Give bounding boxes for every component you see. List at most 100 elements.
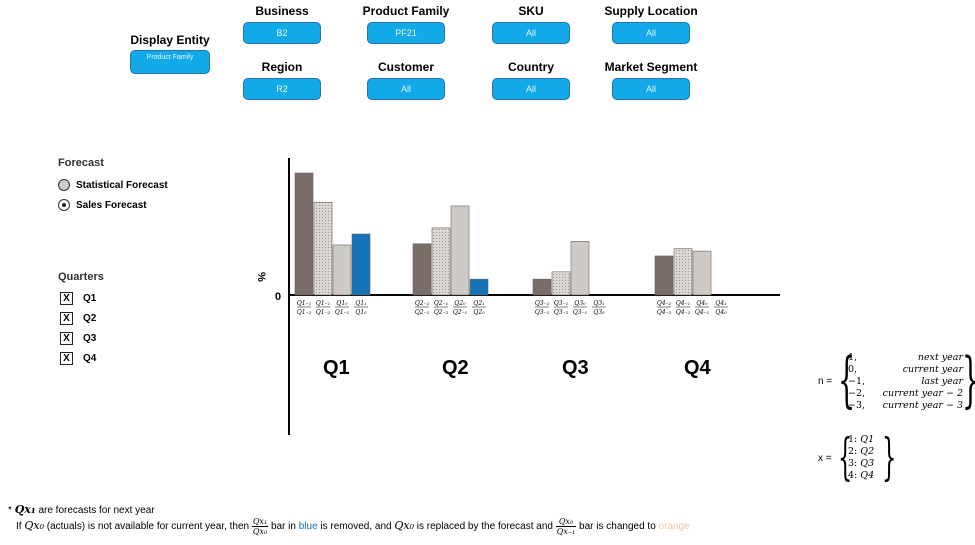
x-legend-prefix: x =	[818, 453, 832, 464]
bar-q2-3	[469, 278, 489, 296]
tick-label-numerator: Q2₋₁	[434, 300, 448, 307]
bar-q3-0	[532, 278, 552, 296]
bar-q1-3	[351, 233, 371, 296]
bar-q4-1	[673, 248, 693, 296]
tick-label-denominator: Q3₋₂	[554, 309, 569, 316]
orange-word: orange	[658, 521, 690, 533]
footnote-line-2: If Qx₀ (actuals) is not available for cu…	[16, 517, 690, 536]
tick-label-numerator: Q2₋₂	[415, 300, 430, 307]
check-x-icon: X	[60, 292, 73, 305]
tick-label-numerator: Q4₋₁	[676, 300, 690, 307]
checkbox-q3[interactable]: X Q3	[60, 332, 96, 345]
radio-statistical-forecast[interactable]: Statistical Forecast	[58, 179, 168, 191]
display-entity-button[interactable]: Product Family	[130, 50, 210, 74]
filter-label-product-family: Product Family	[362, 4, 450, 18]
bar-q3-1	[551, 271, 571, 296]
tick-label-denominator: Q1₀	[355, 309, 367, 316]
quarter-group-label-q4: Q4	[684, 357, 711, 379]
n-legend: n = { } 1,next year 0,current year −1,la…	[818, 345, 975, 415]
blue-word: blue	[298, 521, 318, 533]
tick-label-numerator: Q4₋₂	[657, 300, 672, 307]
checkbox-q4-label: Q4	[83, 353, 97, 364]
check-x-icon: X	[60, 352, 73, 365]
n-legend-row: −2, current year − 2	[848, 388, 963, 399]
filter-label-supply-location: Supply Location	[604, 4, 698, 18]
filter-sku-button[interactable]: All	[492, 22, 570, 44]
bar-q2-0	[412, 243, 432, 296]
n-legend-row: −1, last year	[848, 376, 963, 387]
fraction-qx0-qx-1: Qx₀ Qx₋₁	[555, 517, 577, 536]
x-legend-brace-icon: {	[838, 428, 853, 486]
filter-label-country: Country	[508, 60, 554, 74]
x-legend-row: 4: Q4	[848, 470, 875, 481]
check-x-icon: X	[60, 312, 73, 325]
filter-customer-button[interactable]: All	[367, 78, 445, 100]
checkbox-q2-label: Q2	[83, 313, 97, 324]
y-zero-label: 0	[275, 291, 281, 303]
tick-label-denominator: Q3₋₁	[573, 309, 587, 316]
filter-label-business: Business	[255, 4, 309, 18]
tick-label-numerator: Q4₁	[715, 300, 726, 307]
tick-label-numerator: Q3₋₁	[554, 300, 568, 307]
tick-label-denominator: Q4₋₃	[657, 309, 672, 316]
filter-supply-location-button[interactable]: All	[612, 22, 690, 44]
fraction-qx1-qx0: Qx₁ Qx₀	[251, 517, 269, 536]
checkbox-q4[interactable]: X Q4	[60, 352, 96, 365]
footnote-line-1: * Qx₁ are forecasts for next year	[8, 503, 155, 516]
tick-label-numerator: Q1₋₁	[316, 300, 330, 307]
display-entity-label: Display Entity	[130, 33, 210, 47]
checkbox-q3-label: Q3	[83, 333, 97, 344]
tick-label-denominator: Q1₋₂	[316, 309, 331, 316]
tick-label-numerator: Q1₀	[336, 300, 348, 307]
n-legend-row: 0, current year	[848, 364, 963, 375]
filter-market-segment-button[interactable]: All	[612, 78, 690, 100]
check-x-icon: X	[60, 332, 73, 345]
filter-label-region: Region	[261, 60, 303, 74]
quarter-group-label-q3: Q3	[562, 357, 589, 379]
filter-product-family-button[interactable]: PF21	[367, 22, 445, 44]
quarter-group-label-q1: Q1	[323, 357, 350, 379]
x-legend: x = { } 1: Q1 2: Q2 3: Q3 4: Q4	[818, 428, 898, 486]
n-legend-row: −3, current year − 3	[848, 400, 963, 411]
n-legend-brace-close-icon: }	[962, 345, 975, 415]
quarter-group-label-q2: Q2	[442, 357, 469, 379]
n-legend-brace-icon: {	[838, 345, 856, 415]
tick-label-denominator: Q2₋₃	[415, 309, 430, 316]
checkbox-q1[interactable]: X Q1	[60, 292, 96, 305]
radio-circle-icon	[58, 179, 70, 191]
filter-label-market-segment: Market Segment	[604, 60, 698, 74]
tick-label-denominator: Q2₋₂	[434, 309, 449, 316]
filter-country-button[interactable]: All	[492, 78, 570, 100]
checkbox-q2[interactable]: X Q2	[60, 312, 96, 325]
filter-business-button[interactable]: B2	[243, 22, 321, 44]
tick-label-denominator: Q4₀	[715, 309, 727, 316]
bar-q3-2	[570, 241, 590, 296]
tick-label-numerator: Q2₀	[454, 300, 466, 307]
tick-label-denominator: Q3₋₃	[535, 309, 550, 316]
radio-statistical-forecast-label: Statistical Forecast	[76, 179, 168, 191]
tick-label-denominator: Q2₀	[473, 309, 485, 316]
filter-label-sku: SKU	[518, 4, 544, 18]
tick-label-denominator: Q1₋₂	[297, 309, 312, 316]
tick-label-denominator: Q3₀	[593, 309, 605, 316]
bar-q2-2	[450, 205, 470, 296]
filter-region-button[interactable]: R2	[243, 78, 321, 100]
tick-label-denominator: Q4₋₁	[695, 309, 709, 316]
quarters-title: Quarters	[58, 271, 104, 283]
radio-sales-forecast-label: Sales Forecast	[76, 199, 147, 211]
tick-label-denominator: Q2₋₁	[453, 309, 467, 316]
bar-q1-2	[332, 244, 352, 296]
tick-label-numerator: Q3₀	[574, 300, 586, 307]
n-legend-prefix: n =	[818, 376, 833, 387]
bar-q4-0	[654, 255, 674, 296]
tick-label-numerator: Q3₁	[593, 300, 604, 307]
checkbox-q1-label: Q1	[83, 293, 97, 304]
x-legend-row: 2: Q2	[848, 446, 875, 457]
bar-q1-0	[294, 172, 314, 296]
bar-q4-2	[692, 250, 712, 296]
bar-q1-1	[313, 201, 333, 296]
tick-label-denominator: Q4₋₂	[676, 309, 691, 316]
filter-label-customer: Customer	[377, 60, 434, 74]
radio-sales-forecast[interactable]: Sales Forecast	[58, 199, 147, 211]
tick-label-numerator: Q1₁	[355, 300, 366, 307]
